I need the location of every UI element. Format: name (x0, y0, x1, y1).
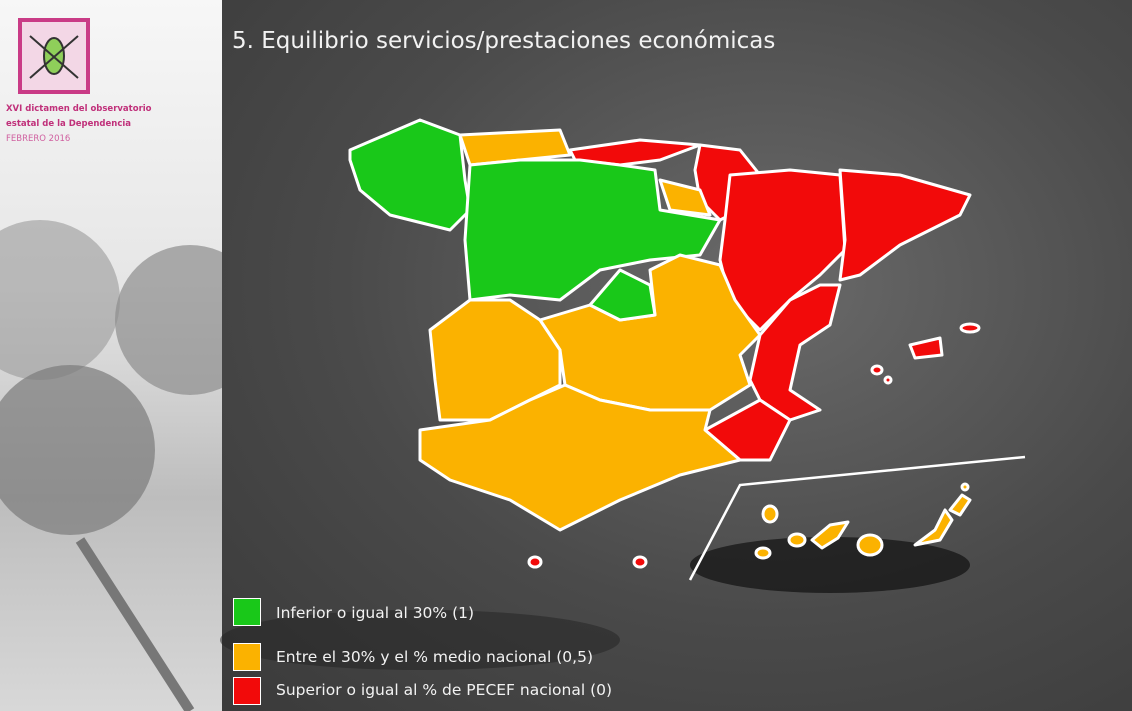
legend-swatch (233, 677, 261, 705)
region (872, 366, 882, 374)
legend-swatch (233, 598, 261, 626)
map (0, 0, 1132, 711)
legend-label: Superior o igual al % de PECEF nacional … (276, 681, 612, 699)
region (885, 377, 891, 383)
region (915, 510, 952, 545)
region (858, 535, 882, 555)
region (634, 557, 646, 567)
region (950, 495, 970, 515)
legend-label: Inferior o igual al 30% (1) (276, 604, 474, 622)
legend-swatch (233, 643, 261, 671)
region (961, 324, 979, 332)
region (756, 548, 770, 558)
region (789, 534, 805, 546)
region (529, 557, 541, 567)
region (350, 120, 470, 230)
legend-label: Entre el 30% y el % medio nacional (0,5) (276, 648, 593, 666)
region (962, 484, 968, 490)
region (840, 170, 970, 280)
region (910, 338, 942, 358)
slide: XVI dictamen del observatorio estatal de… (0, 0, 1132, 711)
slide-title: 5. Equilibrio servicios/prestaciones eco… (232, 28, 775, 54)
region (763, 506, 777, 522)
